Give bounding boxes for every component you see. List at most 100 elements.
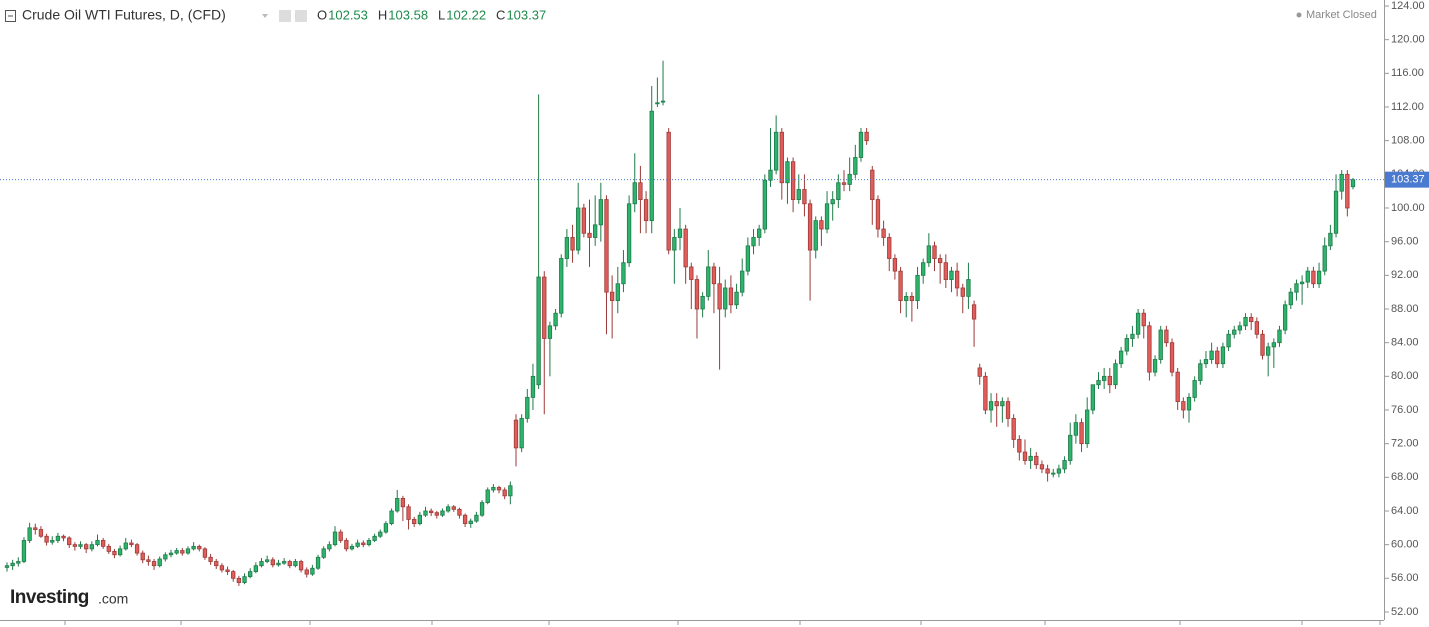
- candle-body: [1135, 312, 1141, 335]
- candle-body: [434, 512, 439, 516]
- candle-body: [321, 548, 326, 558]
- candle-body: [609, 291, 615, 301]
- candle-body: [915, 274, 920, 301]
- candle-body: [72, 544, 78, 547]
- x-ticks: [64, 620, 1381, 625]
- candle-body: [723, 287, 728, 310]
- candle-body: [417, 514, 423, 525]
- candle-body: [1305, 270, 1310, 283]
- candle-body: [977, 367, 982, 377]
- ohlc-value: 102.22: [446, 7, 486, 22]
- candle-body: [180, 550, 185, 554]
- candle-body: [1017, 439, 1022, 453]
- candle-body: [1045, 468, 1050, 474]
- candle-body: [745, 245, 751, 272]
- candle-body: [1299, 281, 1305, 285]
- candle-body: [1254, 321, 1260, 335]
- candle-body: [389, 510, 394, 525]
- icon[interactable]: [279, 10, 291, 22]
- candle-body: [1113, 363, 1118, 386]
- candle-body: [208, 556, 213, 562]
- candle-body: [740, 270, 745, 293]
- candle-body: [16, 561, 21, 564]
- candle-body: [717, 283, 722, 310]
- candle-body: [298, 561, 304, 571]
- title-icon: [5, 10, 16, 22]
- candle-body: [1350, 179, 1356, 188]
- candle-body: [683, 228, 688, 268]
- candle-body: [372, 535, 377, 541]
- candle-body: [231, 571, 236, 579]
- candle-body: [281, 561, 287, 564]
- candle-body: [824, 203, 830, 230]
- dropdown[interactable]: [262, 14, 268, 18]
- candle-body: [1141, 312, 1146, 327]
- candle-body: [479, 502, 485, 516]
- candle-body: [864, 131, 869, 142]
- candle-body: [807, 203, 813, 251]
- candle-body: [694, 279, 700, 310]
- candle-body: [1181, 401, 1186, 411]
- y-tick-label: 116.00: [1391, 67, 1424, 79]
- candle-body: [287, 561, 292, 567]
- candle-body: [1102, 375, 1107, 381]
- candle-body: [1186, 396, 1192, 411]
- candle-body: [219, 565, 225, 571]
- candle-body: [966, 279, 971, 297]
- candle-body: [1034, 455, 1039, 466]
- candle-body: [870, 169, 875, 200]
- y-tick-label: 68.00: [1391, 471, 1419, 483]
- icon[interactable]: [295, 10, 307, 22]
- candle-body: [197, 545, 202, 550]
- candle-body: [994, 401, 999, 407]
- candle-body: [270, 559, 275, 566]
- logo-name: Investing: [10, 587, 89, 608]
- candle-body: [960, 287, 965, 297]
- candle-body: [27, 527, 32, 541]
- candle-body: [768, 169, 773, 181]
- candle-body: [1124, 338, 1129, 352]
- candle-body: [140, 552, 145, 561]
- candle-body: [621, 262, 626, 285]
- candle-body: [117, 548, 123, 556]
- ohlc-label: L: [438, 7, 445, 22]
- candle-body: [508, 485, 513, 497]
- candle-body: [841, 182, 847, 185]
- candle-body: [525, 396, 530, 419]
- candle-body: [904, 295, 909, 301]
- candle-body: [395, 497, 400, 512]
- logo-suffix: .com: [98, 591, 128, 607]
- candle-body: [157, 558, 162, 567]
- candle-body: [468, 520, 473, 525]
- candle-body: [779, 131, 784, 184]
- candle-body: [943, 262, 948, 280]
- candle-body: [84, 544, 89, 550]
- candle-body: [163, 554, 168, 560]
- candle-body: [1220, 346, 1226, 365]
- candle-body: [338, 531, 343, 541]
- candle-body: [819, 220, 824, 230]
- candle-body: [1249, 317, 1254, 323]
- candle-body: [1147, 325, 1152, 373]
- candle-body: [355, 542, 360, 547]
- candle-body: [1271, 342, 1276, 348]
- candle-body: [1203, 359, 1209, 365]
- candle-body: [462, 514, 468, 525]
- candle-body: [474, 514, 479, 522]
- candle-body: [1079, 422, 1084, 445]
- candle-body: [100, 540, 106, 547]
- candle-body: [626, 203, 632, 264]
- candle-body: [638, 182, 643, 200]
- candle-body: [134, 544, 140, 554]
- candle-body: [1169, 342, 1175, 373]
- y-tick-label: 80.00: [1391, 370, 1419, 382]
- candle-body: [706, 266, 711, 297]
- candle-body: [1028, 455, 1033, 461]
- candle-body: [887, 237, 892, 259]
- candle-body: [830, 199, 835, 205]
- candle-body: [225, 569, 230, 573]
- candle-body: [445, 506, 451, 512]
- candle-body: [1215, 350, 1220, 365]
- y-tick-label: 84.00: [1391, 337, 1419, 349]
- candle-body: [881, 228, 886, 238]
